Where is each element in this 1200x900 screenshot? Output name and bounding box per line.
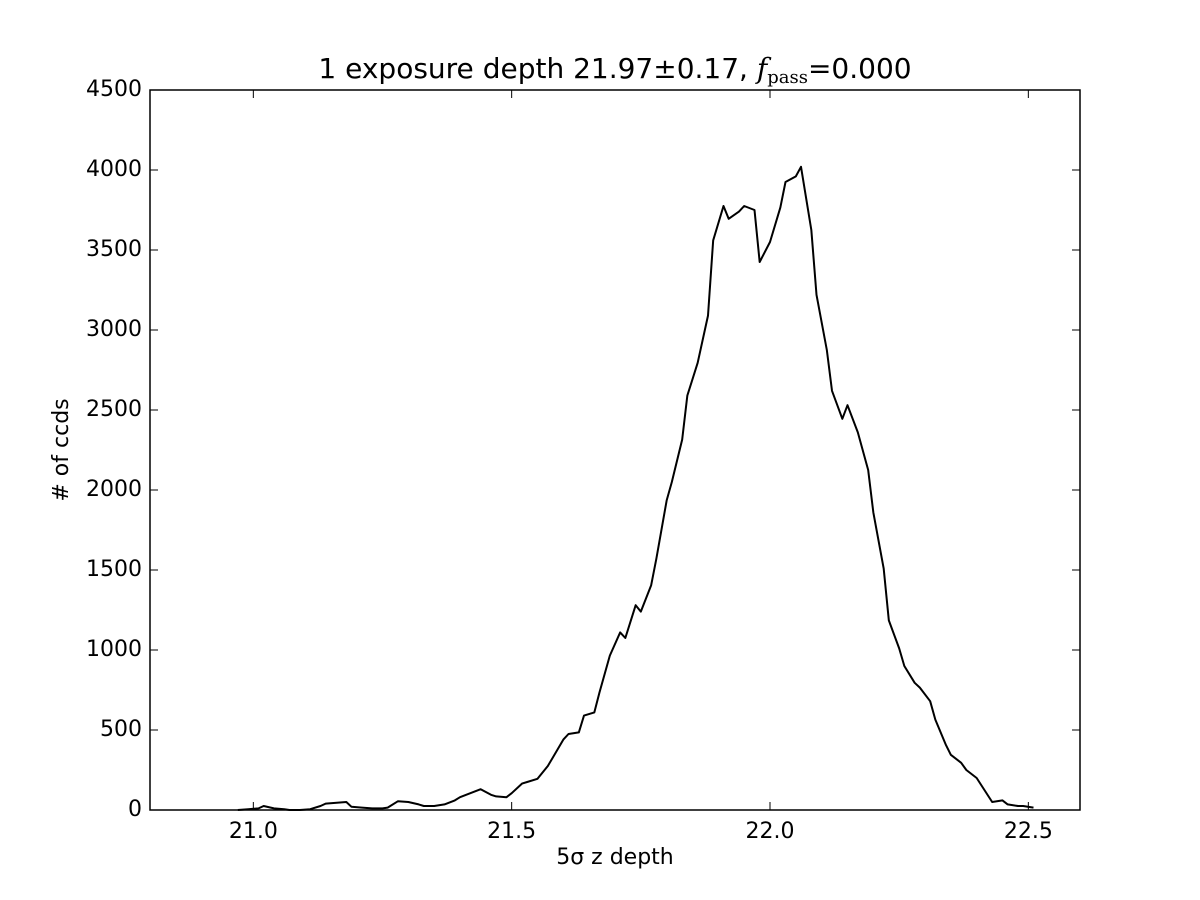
y-tick-label: 0 bbox=[128, 797, 142, 822]
y-tick-label: 500 bbox=[100, 717, 142, 742]
y-tick-label: 3000 bbox=[86, 317, 142, 342]
y-tick-label: 3500 bbox=[86, 237, 142, 262]
x-tick-label: 22.5 bbox=[1004, 819, 1053, 844]
y-tick-label: 1000 bbox=[86, 637, 142, 662]
title-subscript: pass bbox=[767, 67, 808, 88]
y-tick-label: 2000 bbox=[86, 477, 142, 502]
x-tick-label: 22.0 bbox=[746, 819, 795, 844]
title-text: 1 exposure depth 21.97±0.17, bbox=[318, 52, 756, 85]
y-tick-label: 4500 bbox=[86, 77, 142, 102]
title-suffix: =0.000 bbox=[808, 52, 912, 85]
y-tick-label: 4000 bbox=[86, 157, 142, 182]
x-tick-label: 21.0 bbox=[229, 819, 278, 844]
y-tick-label: 1500 bbox=[86, 557, 142, 582]
chart-title: 1 exposure depth 21.97±0.17, fpass=0.000 bbox=[318, 52, 911, 89]
y-axis-label: # of ccds bbox=[49, 398, 74, 501]
x-axis-label: 5σ z depth bbox=[556, 845, 674, 870]
plot-frame bbox=[149, 89, 1081, 811]
x-tick-label: 21.5 bbox=[487, 819, 536, 844]
data-line bbox=[237, 165, 1034, 811]
y-tick-label: 2500 bbox=[86, 397, 142, 422]
